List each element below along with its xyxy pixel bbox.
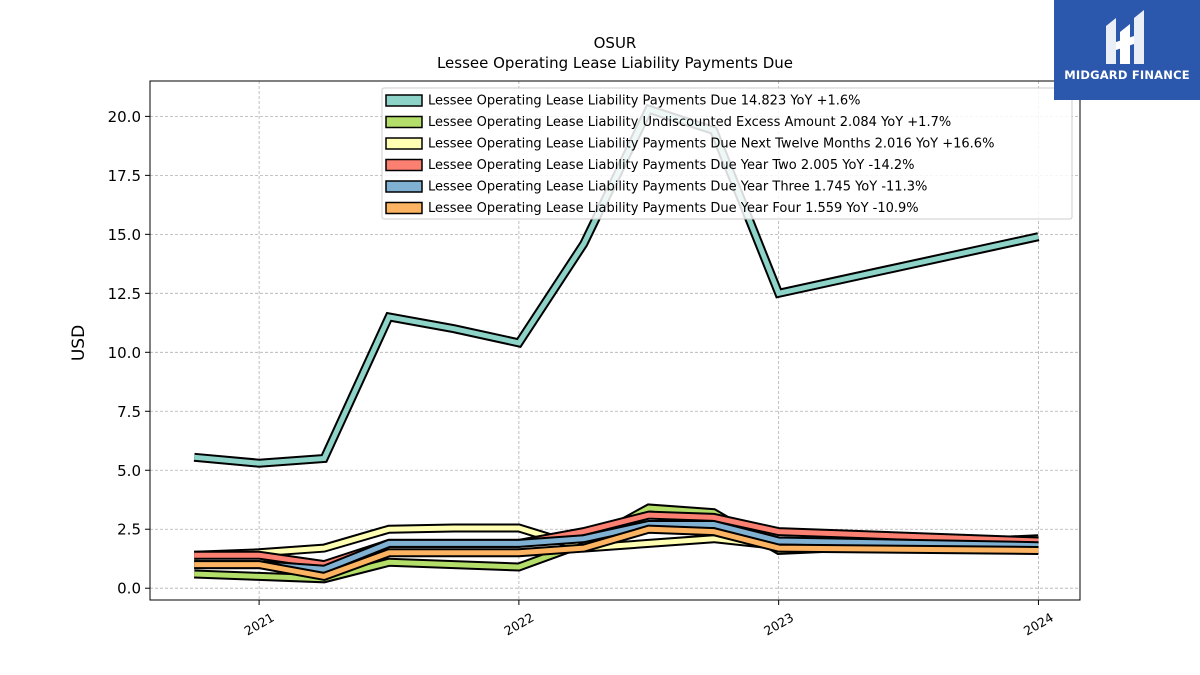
y-tick-label: 15.0 bbox=[108, 226, 141, 244]
plot-frame bbox=[149, 80, 1081, 601]
series-line-5 bbox=[194, 520, 1039, 574]
chart-subtitle: Lessee Operating Lease Liability Payment… bbox=[437, 54, 793, 72]
y-axis: 0.0 2.5 5.0 7.5 10.0 12.5 15.0 17.5 20.0 bbox=[108, 108, 150, 598]
legend-entry: Lessee Operating Lease Liability Payment… bbox=[428, 137, 994, 152]
legend-swatch bbox=[385, 180, 423, 193]
legend-entry: Lessee Operating Lease Liability Payment… bbox=[428, 201, 919, 216]
legend-entry: Lessee Operating Lease Liability Undisco… bbox=[428, 115, 951, 130]
legend: Lessee Operating Lease Liability Payment… bbox=[381, 87, 1073, 220]
series-line-6 bbox=[194, 524, 1039, 582]
brand-mark-icon bbox=[1106, 10, 1144, 64]
legend-swatch bbox=[385, 94, 423, 107]
y-tick-label: 2.5 bbox=[117, 521, 141, 539]
legend-entry: Lessee Operating Lease Liability Payment… bbox=[428, 180, 927, 195]
legend-swatch bbox=[385, 201, 423, 215]
legend-entry: Lessee Operating Lease Liability Payment… bbox=[428, 158, 914, 173]
legend-swatch bbox=[385, 115, 423, 129]
x-axis: 2021 2022 2023 2024 bbox=[242, 600, 1056, 639]
series-stroke bbox=[194, 526, 1039, 579]
legend-swatch bbox=[385, 137, 423, 150]
x-tick-label: 2021 bbox=[242, 610, 277, 639]
y-axis-label: USD bbox=[69, 325, 89, 361]
y-tick-label: 5.0 bbox=[117, 462, 141, 480]
y-tick-label: 10.0 bbox=[108, 344, 141, 362]
y-tick-label: 12.5 bbox=[108, 285, 141, 303]
legend-swatch bbox=[385, 158, 423, 172]
legend-box bbox=[381, 87, 1073, 220]
y-tick-label: 7.5 bbox=[117, 403, 141, 421]
y-tick-label: 20.0 bbox=[108, 108, 141, 126]
x-tick-label: 2023 bbox=[761, 610, 796, 639]
x-tick-label: 2022 bbox=[501, 610, 536, 639]
y-tick-label: 0.0 bbox=[117, 580, 141, 598]
series-stroke bbox=[194, 522, 1039, 572]
brand-logo: MIDGARD FINANCE bbox=[1054, 0, 1200, 100]
brand-name: MIDGARD FINANCE bbox=[1064, 68, 1190, 82]
y-tick-label: 17.5 bbox=[108, 167, 141, 185]
chart-title: OSUR bbox=[594, 34, 637, 52]
legend-entry: Lessee Operating Lease Liability Payment… bbox=[428, 94, 861, 109]
x-tick-label: 2024 bbox=[1021, 610, 1056, 639]
